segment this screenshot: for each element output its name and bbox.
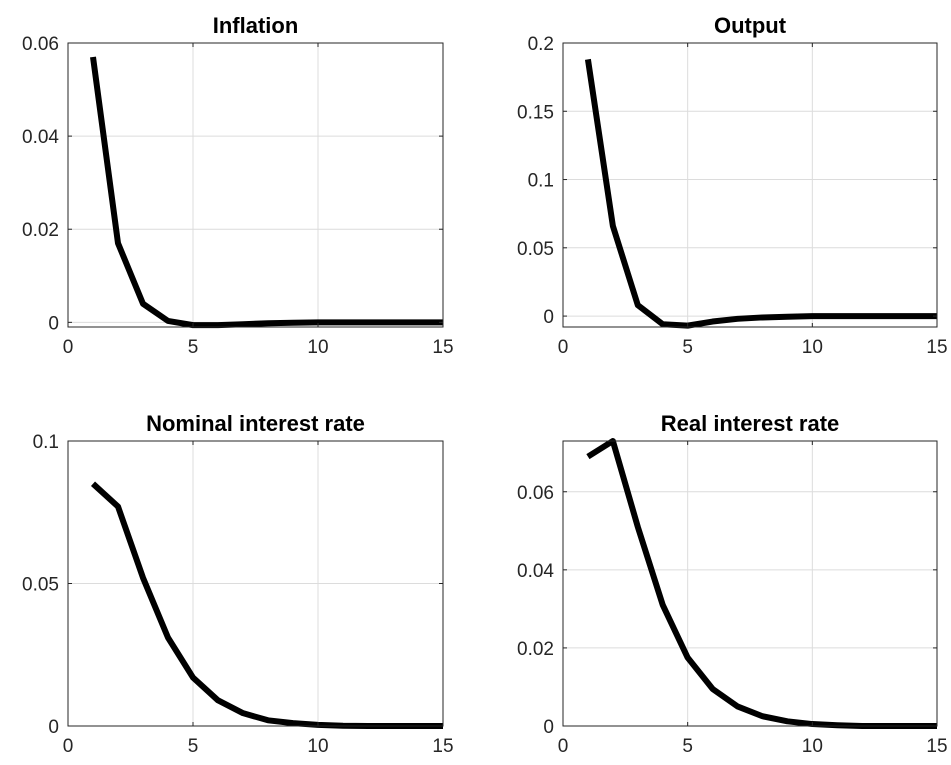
panel-real-interest-rate-ytick-label-0: 0	[543, 717, 554, 738]
panel-nominal-interest-rate-title: Nominal interest rate	[146, 411, 365, 436]
panel-output-series-line-0	[584, 58, 937, 329]
panel-inflation: 0 5 10 15 0 0.02 0.04 0.06 Inflation	[22, 13, 454, 358]
panel-output: 0 5 10 15 0 0.05 0.1 0.15 0.2 Output	[517, 13, 948, 358]
panel-nominal-interest-rate-xtick-label-0: 0	[63, 736, 74, 757]
panel-inflation-xtick-label-0: 0	[63, 337, 74, 358]
panel-real-interest-rate-xtick-label-1: 5	[682, 736, 693, 757]
panel-inflation-series-line-0	[90, 56, 443, 329]
panel-output-ytick-label-1: 0.05	[517, 239, 554, 260]
panel-real-interest-rate-xtick-label-3: 15	[926, 736, 947, 757]
panel-inflation-xtick-label-2: 10	[307, 337, 328, 358]
panel-real-interest-rate-xtick-label-2: 10	[802, 736, 823, 757]
panel-inflation-axes-background	[68, 43, 443, 327]
panel-output-xtick-label-1: 5	[682, 337, 693, 358]
panel-inflation-xtick-label-3: 15	[432, 337, 453, 358]
panel-inflation-ytick-label-3: 0.06	[22, 34, 59, 55]
panel-nominal-interest-rate-ytick-label-0: 0	[48, 717, 59, 738]
panel-output-ytick-label-4: 0.2	[528, 34, 554, 55]
panel-output-ytick-label-3: 0.15	[517, 102, 554, 123]
panel-nominal-interest-rate-xtick-label-3: 15	[432, 736, 453, 757]
panel-inflation-ytick-label-2: 0.04	[22, 127, 59, 148]
panel-real-interest-rate-ytick-label-3: 0.06	[517, 483, 554, 504]
panel-inflation-ytick-label-0: 0	[48, 313, 59, 334]
panel-real-interest-rate-axes-background	[563, 441, 937, 726]
panel-real-interest-rate-ytick-label-2: 0.04	[517, 561, 554, 582]
panel-inflation-xtick-label-1: 5	[188, 337, 199, 358]
panel-nominal-interest-rate-ytick-label-2: 0.1	[33, 432, 59, 453]
panel-real-interest-rate-xtick-label-0: 0	[558, 736, 569, 757]
panel-real-interest-rate: 0 5 10 15 0 0.02 0.04 0.06 Real interest rate	[517, 411, 948, 757]
panel-inflation-ytick-label-1: 0.02	[22, 220, 59, 241]
panel-output-axes-background	[563, 43, 937, 327]
panel-inflation-title: Inflation	[213, 13, 299, 38]
panel-real-interest-rate-title: Real interest rate	[661, 411, 840, 436]
panel-nominal-interest-rate-ytick-label-1: 0.05	[22, 575, 59, 596]
panel-output-xtick-label-2: 10	[802, 337, 823, 358]
panel-real-interest-rate-axes-frame	[562, 440, 938, 727]
panel-output-xtick-label-0: 0	[558, 337, 569, 358]
panel-output-title: Output	[714, 13, 787, 38]
panel-inflation-axes-frame	[67, 42, 444, 328]
panel-nominal-interest-rate: 0 5 10 15 0 0.05 0.1 Nominal interest rate	[22, 411, 454, 757]
panel-nominal-interest-rate-xtick-label-2: 10	[307, 736, 328, 757]
panel-output-ytick-label-0: 0	[543, 307, 554, 328]
panel-output-axes-frame	[562, 42, 938, 328]
panel-real-interest-rate-ytick-label-1: 0.02	[517, 639, 554, 660]
panel-output-xtick-label-3: 15	[926, 337, 947, 358]
panel-output-ytick-label-2: 0.1	[528, 171, 554, 192]
panel-nominal-interest-rate-xtick-label-1: 5	[188, 736, 199, 757]
